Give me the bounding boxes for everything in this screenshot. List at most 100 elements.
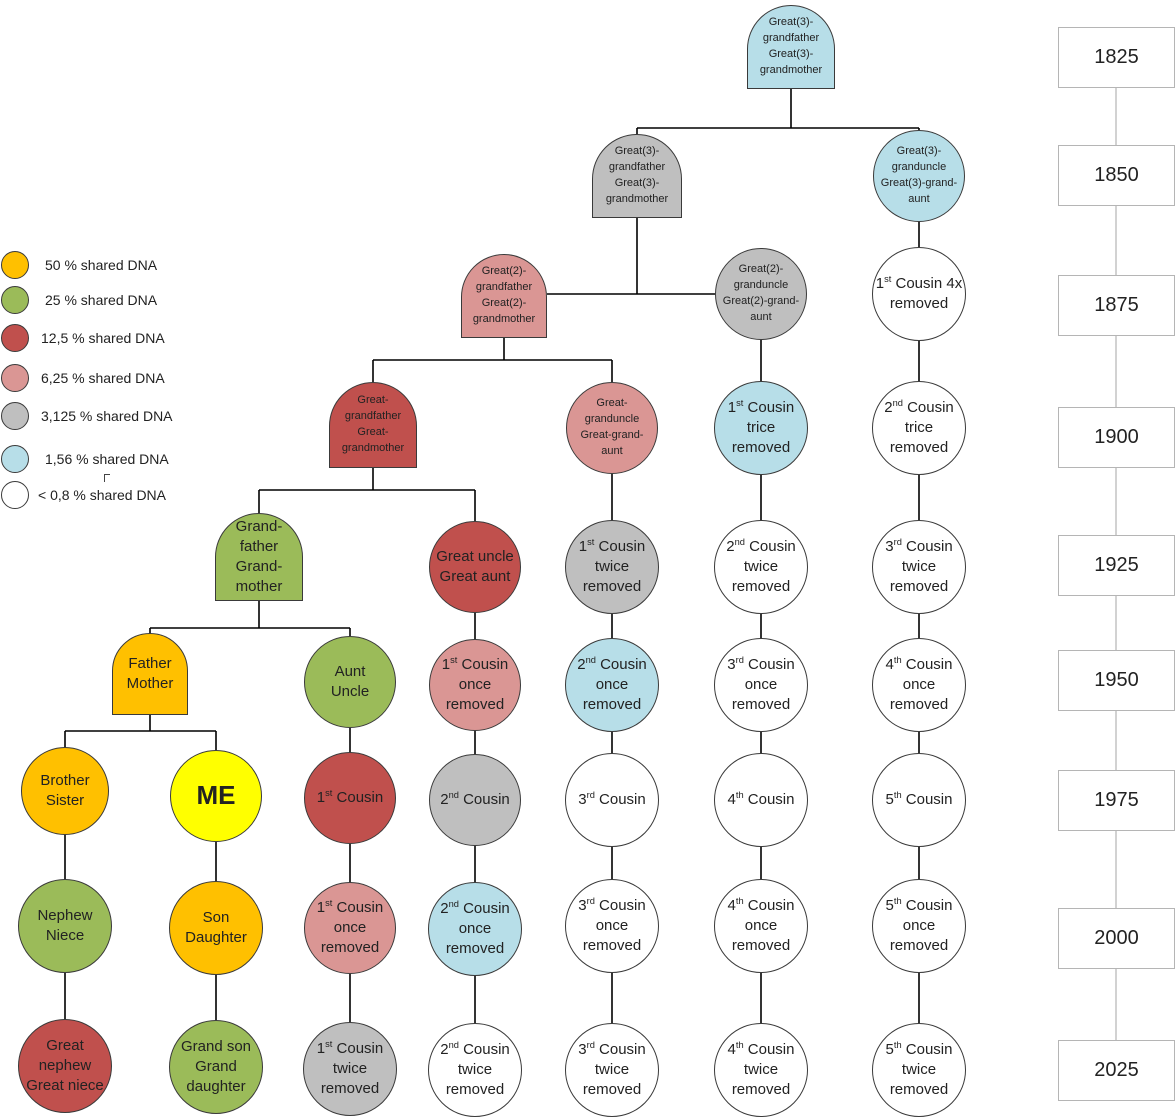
node-text: twice xyxy=(901,1060,937,1078)
node-label-line: Grand- xyxy=(236,517,283,537)
node-text: Cousin xyxy=(594,790,646,808)
node-text: ME xyxy=(196,780,236,811)
node-label-line: 2nd Cousin xyxy=(884,398,954,418)
node-label: Great nephew Great niece xyxy=(26,1036,104,1097)
node-text: grandmother xyxy=(341,441,405,454)
node-label: 2nd Cousin twice removed xyxy=(726,537,796,598)
node-me: ME xyxy=(170,750,262,842)
node-label-line: Uncle xyxy=(331,682,369,702)
legend-label: 3,125 % shared DNA xyxy=(41,408,173,424)
node-label-line: Brother xyxy=(40,771,89,791)
node-label: 1st Cousin twice removed xyxy=(579,537,645,598)
node-label-line: removed xyxy=(884,438,954,458)
node-label-line: 2nd Cousin xyxy=(440,1040,510,1060)
node-c4: 4th Cousin xyxy=(714,753,808,847)
node-grandchildren: Grand son Grand daughter xyxy=(169,1020,263,1114)
node-label-line: once xyxy=(578,916,645,936)
node-label: 3rd Cousin xyxy=(578,790,645,810)
node-text: Great(3)- xyxy=(614,145,660,158)
node-label-line: once xyxy=(727,675,794,695)
ordinal-suffix: rd xyxy=(735,654,744,665)
node-text: removed xyxy=(731,937,791,955)
node-label-line: once xyxy=(886,675,953,695)
node-text: Cousin xyxy=(901,1040,953,1058)
node-label-line: twice xyxy=(726,557,796,577)
node-children: Son Daughter xyxy=(169,881,263,975)
node-text: 5 xyxy=(885,1040,894,1058)
node-g3-top: Great(3)- grandfather Great(3)- grandmother xyxy=(747,5,835,89)
node-text: aunt xyxy=(601,444,623,457)
node-c3-once-b: 3rd Cousin once removed xyxy=(565,879,659,973)
node-c2: 2nd Cousin xyxy=(429,754,521,846)
node-label-line: 3rd Cousin xyxy=(885,537,952,557)
node-text: 2 xyxy=(884,398,893,416)
node-text: trice xyxy=(904,418,934,436)
node-text: removed xyxy=(445,696,505,714)
node-label: Great(2)- grandfather Great(2)- grandmother xyxy=(473,264,535,328)
year-label-1875: 1875 xyxy=(1058,275,1175,336)
node-label-line: 4th Cousin xyxy=(728,1040,795,1060)
node-label-line: twice xyxy=(885,557,952,577)
node-label-line: 2nd Cousin xyxy=(440,899,510,919)
node-text: granduncle xyxy=(584,413,640,426)
node-text: grandmother xyxy=(472,312,536,325)
ordinal-suffix: th xyxy=(735,789,744,800)
node-text: 1 xyxy=(316,1039,326,1057)
node-label-line: Great(2)- xyxy=(473,296,535,312)
ordinal-suffix: th xyxy=(735,1039,744,1050)
node-text: 5 xyxy=(885,896,894,914)
node-label-line: Son xyxy=(185,908,247,928)
node-label-line: removed xyxy=(579,577,645,597)
node-text: Uncle xyxy=(330,683,370,700)
node-text: removed xyxy=(320,1080,380,1098)
node-label-line: Daughter xyxy=(185,928,247,948)
node-text: Cousin xyxy=(594,896,646,914)
node-text: Great(3)- xyxy=(896,145,942,158)
node-text: 1 xyxy=(727,398,737,416)
node-text: Cousin xyxy=(901,896,953,914)
legend-swatch xyxy=(1,286,29,314)
node-text: Great aunt xyxy=(439,568,511,585)
node-text: 2 xyxy=(726,537,735,555)
legend-label: 50 % shared DNA xyxy=(45,257,158,273)
node-label-line: aunt xyxy=(881,192,957,208)
node-label-line: twice xyxy=(728,1060,795,1080)
node-text: Great- xyxy=(357,426,389,438)
node-text: 2 xyxy=(440,899,449,917)
node-label-line: removed xyxy=(728,1080,795,1100)
node-c3-twice-a: 3rd Cousin twice removed xyxy=(872,520,966,614)
node-text: Cousin xyxy=(458,1040,510,1058)
node-text: 1 xyxy=(441,655,451,673)
node-text: Cousin xyxy=(457,655,509,673)
node-label-line: Great(2)- xyxy=(473,264,535,280)
node-text: Father xyxy=(128,654,172,672)
node-text: Nephew xyxy=(37,906,93,924)
node-c5-once-b: 5th Cousin once removed xyxy=(872,879,966,973)
node-text: 3 xyxy=(578,1040,587,1058)
node-text: Grand- xyxy=(235,558,283,575)
node-text: Aunt xyxy=(334,662,366,680)
node-label-line: 2nd Cousin xyxy=(726,537,796,557)
node-text: 1 xyxy=(316,788,326,806)
node-label-line: twice xyxy=(440,1060,510,1080)
node-c2-twice-a: 2nd Cousin twice removed xyxy=(714,520,808,614)
node-label-line: removed xyxy=(440,1080,510,1100)
node-text: 2 xyxy=(440,1040,449,1058)
node-label-line: removed xyxy=(440,939,510,959)
ordinal-suffix: th xyxy=(893,895,902,906)
node-label-line: grandfather xyxy=(473,280,535,296)
ordinal-suffix: nd xyxy=(448,898,459,909)
node-c4-once-b: 4th Cousin once removed xyxy=(714,879,808,973)
node-siblings: Brother Sister xyxy=(21,747,109,835)
node-text: 3 xyxy=(578,896,587,914)
node-label: 1st Cousin once removed xyxy=(317,898,383,959)
ordinal-suffix: rd xyxy=(586,789,595,800)
node-label: ME xyxy=(197,778,236,813)
legend-label: 6,25 % shared DNA xyxy=(41,370,165,386)
node-text: removed xyxy=(582,696,642,714)
node-label-line: twice xyxy=(317,1059,383,1079)
node-text: twice xyxy=(901,557,937,575)
node-label: 3rd Cousin twice removed xyxy=(578,1040,645,1101)
node-text: Cousin xyxy=(332,788,384,806)
node-text: aunt xyxy=(908,192,930,205)
